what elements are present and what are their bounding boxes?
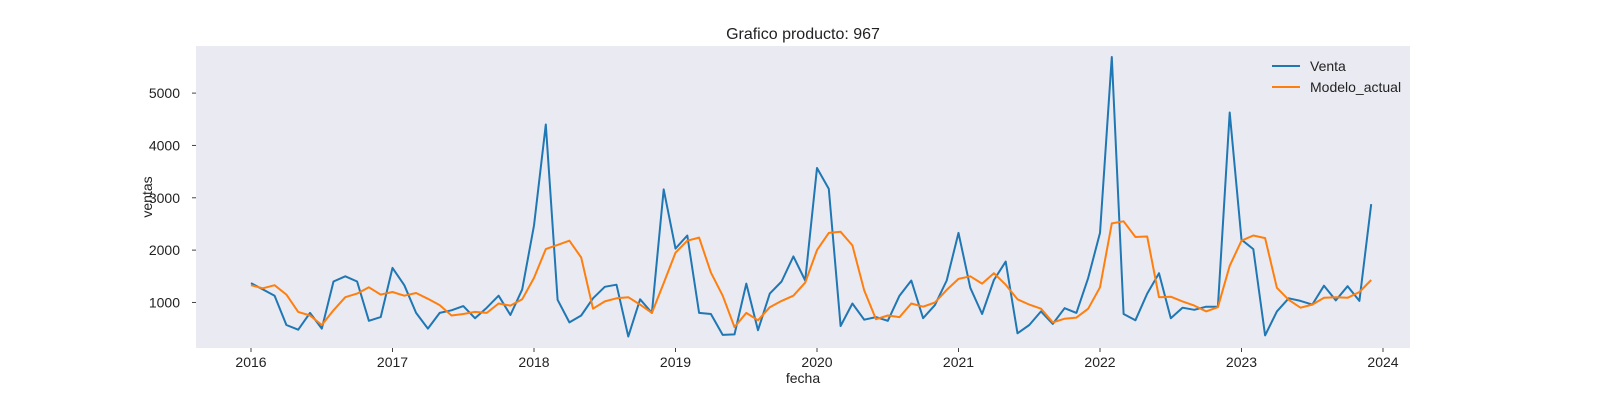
series-line-venta: [250, 56, 1373, 338]
legend: Venta Modelo_actual: [1272, 58, 1401, 95]
x-axis: 2016 2017 2018 2019 2020 2021 2022 2023 2024: [235, 348, 1399, 370]
y-axis: 1000 2000 3000 4000 5000: [149, 85, 196, 310]
x-tick-label: 2019: [660, 354, 691, 370]
y-axis-label: ventas: [139, 176, 155, 217]
x-axis-label: fecha: [786, 370, 820, 386]
plot-area: [196, 46, 1410, 348]
legend-label: Modelo_actual: [1310, 79, 1401, 95]
y-tick-label: 4000: [149, 137, 180, 153]
x-tick-label: 2023: [1226, 354, 1257, 370]
x-tick-label: 2021: [943, 354, 974, 370]
y-tick-label: 1000: [149, 294, 180, 310]
x-tick-label: 2022: [1084, 354, 1115, 370]
y-tick-label: 2000: [149, 242, 180, 258]
x-tick-label: 2018: [518, 354, 549, 370]
x-tick-label: 2017: [377, 354, 408, 370]
x-tick-label: 2020: [801, 354, 832, 370]
series-line-modelo-actual: [250, 220, 1372, 329]
legend-label: Venta: [1310, 58, 1346, 74]
x-tick-label: 2024: [1367, 354, 1398, 370]
series-lines: [250, 56, 1373, 338]
y-tick-label: 5000: [149, 85, 180, 101]
chart-title: Grafico producto: 967: [726, 26, 880, 43]
y-tick-label: 3000: [149, 190, 180, 206]
x-tick-label: 2016: [235, 354, 266, 370]
